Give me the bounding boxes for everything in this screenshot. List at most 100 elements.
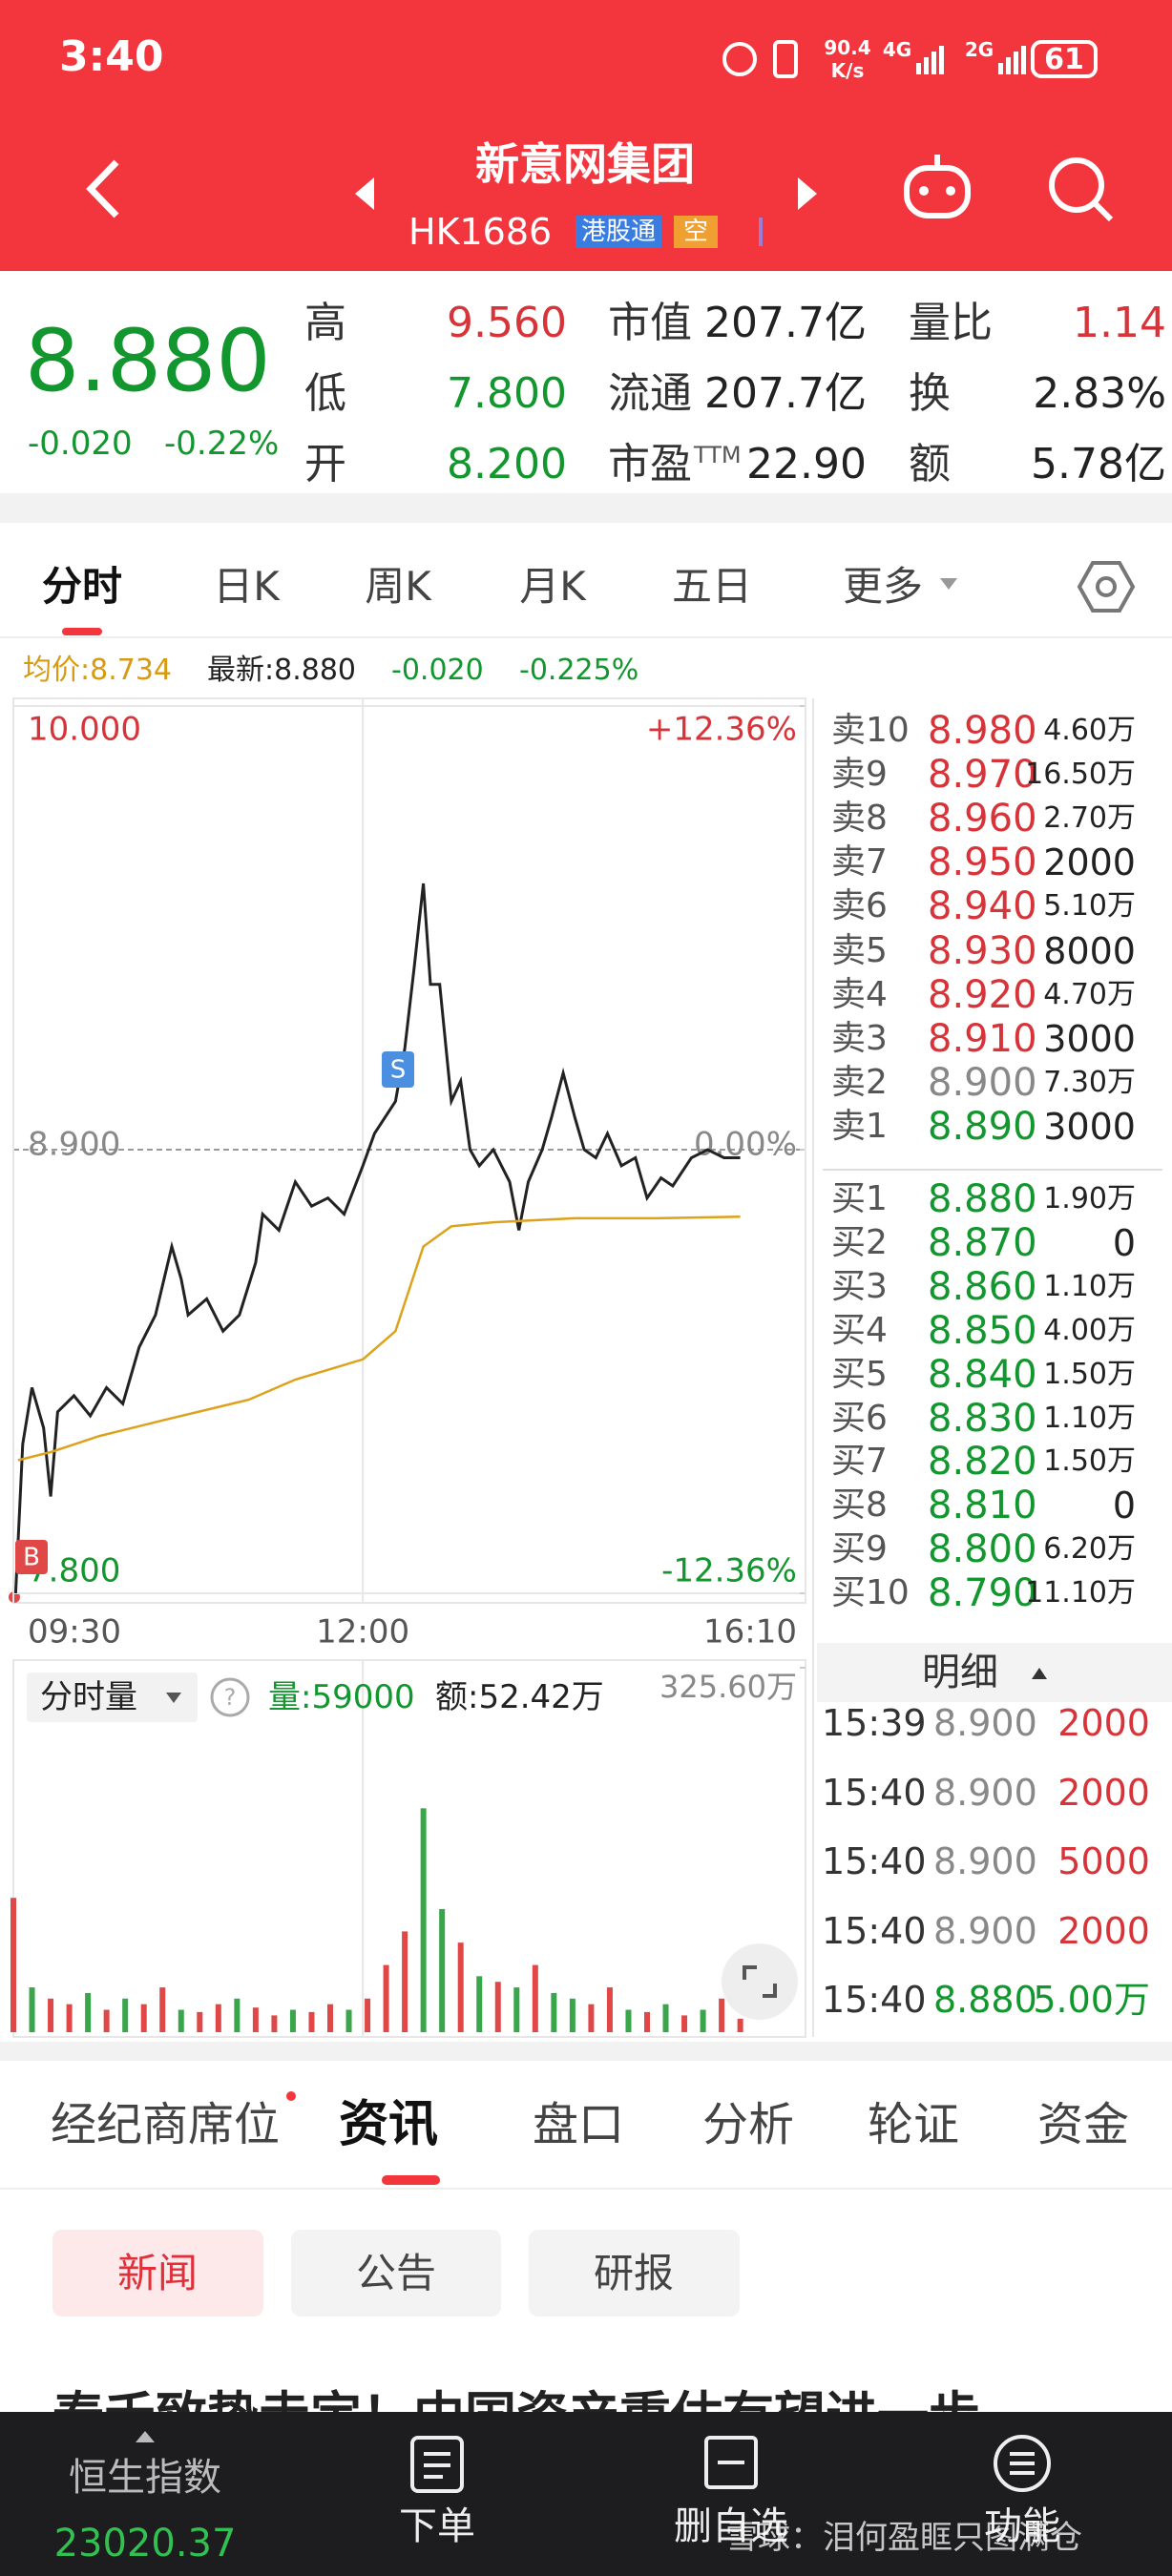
chart-tab[interactable]: 五日 [671,563,753,610]
latest-change-pct: -0.225% [519,654,639,687]
volume-bar [66,2004,73,2032]
robot-eye [946,186,955,196]
book-price: 8.800 [928,1527,1037,1572]
dropdown-arrow [940,578,957,590]
detail-volume: 5000 [1057,1840,1150,1882]
book-volume: 1.10万 [1043,1269,1136,1303]
next-stock[interactable] [798,177,817,210]
nav-item[interactable]: 删自选 [674,2504,788,2548]
search-icon[interactable] [1049,157,1114,222]
stat-label-sup: TTM [694,442,742,468]
detail-title: 明细 [922,1651,998,1694]
book-volume: 5.10万 [1043,889,1136,924]
volume-bar [420,1808,427,2032]
book-price: 8.890 [928,1104,1037,1149]
book-volume: 7.30万 [1043,1065,1136,1099]
volume-bar [457,1942,464,2032]
news-tab[interactable]: 新闻 [116,2250,199,2296]
nav-item[interactable]: 功能 [984,2504,1060,2548]
order-icon[interactable] [410,2436,464,2493]
help-mark: ? [223,1684,237,1711]
book-volume: 1.50万 [1043,1357,1136,1391]
stat-label: 低 [304,369,346,418]
stock-name: 新意网集团 [475,138,695,190]
volume-bar [494,1982,501,2032]
stat-value: 22.90 [746,440,867,488]
index-value: 23020.37 [53,2522,237,2566]
book-volume: 1.10万 [1043,1401,1136,1435]
back-button[interactable] [86,159,119,218]
info-tab[interactable]: 资金 [1036,2098,1130,2151]
chart-tab[interactable]: 更多 [842,563,924,610]
bottom-nav [0,2412,1172,2576]
book-volume: 16.50万 [1025,758,1136,792]
volume-bar [29,1987,35,2032]
last-price: 8.880 [25,311,271,411]
function-icon[interactable] [994,2435,1051,2492]
headline[interactable]: 泰禾致势走定！中国资产重估有望进一步 [52,2391,980,2413]
remove-watchlist-icon[interactable] [704,2436,758,2489]
news-tab-bg[interactable] [52,2230,263,2316]
index-name[interactable]: 恒生指数 [69,2456,221,2500]
robot-icon[interactable] [904,155,971,218]
nav-item[interactable]: 下单 [399,2504,475,2548]
info-tab[interactable]: 分析 [701,2098,795,2151]
news-tab-bg[interactable] [291,2230,501,2316]
y-tick-label: 10.000 [28,711,141,749]
settings-icon[interactable] [1077,561,1136,613]
book-volume: 1.50万 [1043,1444,1136,1479]
volume-bar [234,1998,241,2032]
book-price: 8.870 [928,1220,1037,1265]
detail-price: 8.900 [933,1771,1037,1814]
x-tick-label: 09:30 [28,1613,121,1652]
book-price: 8.820 [928,1440,1037,1485]
book-volume: 8000 [1043,929,1136,972]
news-tab[interactable]: 研报 [593,2250,675,2296]
expand-button[interactable] [722,1943,798,2020]
volume-bar [271,2015,278,2032]
book-price: 8.950 [928,841,1037,885]
stat-value: 8.200 [447,440,567,488]
book-price: 8.790 [928,1571,1037,1616]
info-tab[interactable]: 轮证 [867,2098,960,2151]
volume-selector-label[interactable]: 分时量 [40,1678,137,1716]
volume-bar [48,1998,54,2032]
net-unit: K/s [830,59,865,82]
volume-frame [12,1659,806,2038]
price-change: -0.020 [28,425,133,463]
book-label: 买9 [831,1529,888,1569]
news-tab[interactable]: 公告 [355,2250,437,2296]
separator [0,2042,1172,2061]
info-tab[interactable]: 经纪商席位 [50,2098,281,2151]
book-label: 买5 [831,1354,888,1394]
prev-stock[interactable] [355,177,374,210]
book-volume: 0 [1112,1221,1136,1264]
info-tab[interactable]: 资讯 [338,2096,439,2153]
book-label: 卖1 [831,1106,888,1146]
sort-arrow[interactable] [1032,1668,1047,1679]
help-icon[interactable] [210,1677,250,1717]
chart-tab[interactable]: 月K [519,563,586,610]
volume-bar [662,2004,669,2032]
tab-indicator [382,2175,440,2185]
headline-clip: 泰禾致势走定！中国资产重估有望进一步 [0,2366,1172,2413]
battery-level: 61 [1044,43,1084,76]
volume-bar [10,1898,16,2032]
chart-tab[interactable]: 周K [365,563,431,610]
volume-selector[interactable] [27,1672,198,1722]
volume-bar [402,1931,408,2032]
book-volume: 1.90万 [1043,1182,1136,1215]
info-tab[interactable]: 盘口 [532,2098,625,2151]
book-label: 卖7 [831,842,888,883]
chart-tab[interactable]: 日K [213,563,280,610]
volume-bar [644,2011,650,2032]
watermark: 雪球：泪何盈眶只图满仓 [725,2519,1082,2557]
detail-price: 8.900 [933,1840,1037,1882]
book-label: 卖2 [831,1062,888,1102]
volume-bar [625,2009,632,2032]
chart-tab[interactable]: 分时 [41,563,123,610]
news-tab-bg[interactable] [529,2230,740,2316]
stat-value: 7.800 [447,369,567,418]
volume-bar [439,1908,446,2032]
book-label: 卖4 [831,974,888,1014]
